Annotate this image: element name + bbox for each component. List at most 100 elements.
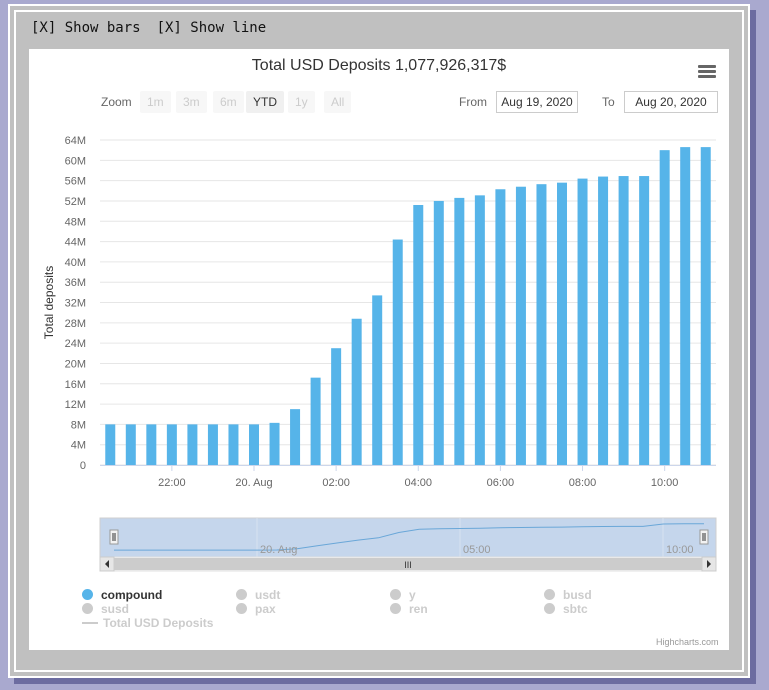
bar[interactable] <box>639 176 650 465</box>
zoom-ytd-button[interactable]: YTD <box>246 91 284 113</box>
hamburger-menu-icon[interactable] <box>698 65 716 79</box>
bar[interactable] <box>454 197 465 465</box>
bar[interactable] <box>187 424 198 465</box>
legend-dot-icon <box>544 603 555 614</box>
y-tick-label: 56M <box>65 176 86 188</box>
chart-title: Total USD Deposits 1,077,926,317$ <box>251 57 507 74</box>
legend-item-compound[interactable]: compound <box>82 588 162 602</box>
y-tick-label: 40M <box>65 257 86 269</box>
bar[interactable] <box>413 205 424 465</box>
y-tick-label: 36M <box>65 277 86 289</box>
y-tick-label: 20M <box>65 358 86 370</box>
y-tick-label: 8M <box>71 419 86 431</box>
y-tick-label: 44M <box>65 237 86 249</box>
y-axis-title: Total deposits <box>42 266 56 339</box>
navigator-series-line <box>114 523 704 551</box>
bar[interactable] <box>125 424 136 465</box>
scrollbar-grip-icon: III <box>404 560 412 570</box>
bar[interactable] <box>166 424 177 465</box>
legend-item-total-usd-deposits[interactable]: Total USD Deposits <box>82 616 213 630</box>
bar[interactable] <box>598 176 609 465</box>
to-date-input[interactable]: Aug 20, 2020 <box>624 91 718 113</box>
x-tick-label: 06:00 <box>487 477 515 489</box>
bar[interactable] <box>618 176 629 465</box>
inner-frame <box>14 10 744 672</box>
zoom-1y-button[interactable]: 1y <box>288 91 315 113</box>
bar[interactable] <box>249 424 259 465</box>
navigator-label: 20. Aug <box>260 544 297 556</box>
legend-dot-icon <box>544 589 555 600</box>
legend-dot-icon <box>236 589 247 600</box>
bar[interactable] <box>207 424 218 465</box>
legend-dot-icon <box>390 589 401 600</box>
navigator-area[interactable] <box>99 517 717 558</box>
legend-item-ren[interactable]: ren <box>390 602 428 616</box>
y-tick-label: 64M <box>65 135 86 147</box>
bar[interactable] <box>310 377 321 465</box>
x-tick-label: 04:00 <box>405 477 433 489</box>
navigator-handle[interactable] <box>109 529 119 545</box>
x-tick-label: 10:00 <box>651 477 679 489</box>
zoom-6m-button[interactable]: 6m <box>213 91 244 113</box>
legend-item-y[interactable]: y <box>390 588 416 602</box>
to-label: To <box>602 95 615 109</box>
navigator-label: 05:00 <box>463 544 491 556</box>
y-tick-label: 28M <box>65 318 86 330</box>
bar[interactable] <box>228 424 239 465</box>
arrow-left-icon <box>105 560 109 568</box>
y-tick-label: 24M <box>65 338 86 350</box>
x-tick-label: 20. Aug <box>235 477 272 489</box>
zoom-3m-button[interactable]: 3m <box>176 91 207 113</box>
navigator-label: 10:00 <box>666 544 694 556</box>
navigator-handle[interactable] <box>699 529 709 545</box>
bar[interactable] <box>331 348 342 465</box>
x-tick-label: 02:00 <box>322 477 350 489</box>
legend-dot-icon <box>236 603 247 614</box>
bar[interactable] <box>105 424 116 465</box>
bar[interactable] <box>515 186 526 465</box>
y-tick-label: 12M <box>65 399 86 411</box>
bar[interactable] <box>680 147 691 465</box>
legend-item-susd[interactable]: susd <box>82 602 129 616</box>
legend-dot-icon <box>82 603 93 614</box>
credits-link[interactable]: Highcharts.com <box>656 637 719 647</box>
zoom-1m-button[interactable]: 1m <box>140 91 171 113</box>
arrow-right-icon <box>707 560 711 568</box>
zoom-label: Zoom <box>101 95 132 109</box>
bar[interactable] <box>495 189 506 465</box>
from-date-input[interactable]: Aug 19, 2020 <box>496 91 578 113</box>
zoom-all-button[interactable]: All <box>324 91 352 113</box>
legend-dot-icon <box>82 589 93 600</box>
bar[interactable] <box>146 424 157 465</box>
y-tick-label: 32M <box>65 298 86 310</box>
bar[interactable] <box>557 182 567 465</box>
legend-item-sbtc[interactable]: sbtc <box>544 602 588 616</box>
x-tick-label: 08:00 <box>569 477 597 489</box>
bar[interactable] <box>351 318 362 465</box>
from-label: From <box>459 95 487 109</box>
legend-item-usdt[interactable]: usdt <box>236 588 280 602</box>
bar[interactable] <box>290 409 301 465</box>
x-tick-label: 22:00 <box>158 477 186 489</box>
chart-panel: Total USD Deposits 1,077,926,317$ Zoom 1… <box>29 49 729 650</box>
bar[interactable] <box>536 184 547 465</box>
show-bars-toggle[interactable]: [X] Show bars <box>31 20 141 36</box>
toggle-bar: [X] Show bars [X] Show line <box>31 20 266 38</box>
bar[interactable] <box>577 178 588 465</box>
bar[interactable] <box>433 200 444 465</box>
y-tick-label: 48M <box>65 216 86 228</box>
bar[interactable] <box>392 239 403 465</box>
bar[interactable] <box>700 147 711 465</box>
bar[interactable] <box>269 422 280 465</box>
y-tick-label: 4M <box>71 440 86 452</box>
show-line-toggle[interactable]: [X] Show line <box>156 20 267 36</box>
legend-item-pax[interactable]: pax <box>236 602 276 616</box>
bar[interactable] <box>372 295 383 465</box>
bar[interactable] <box>659 150 670 465</box>
legend-item-busd[interactable]: busd <box>544 588 592 602</box>
y-tick-label: 0 <box>80 460 86 472</box>
scrollbar-thumb[interactable] <box>114 558 702 570</box>
legend-dot-icon <box>390 603 401 614</box>
bar[interactable] <box>474 195 485 465</box>
legend-line-icon <box>82 622 98 624</box>
